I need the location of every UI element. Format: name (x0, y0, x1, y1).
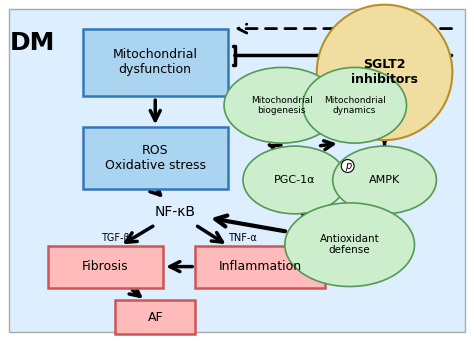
Ellipse shape (243, 146, 346, 214)
Text: TGF-β: TGF-β (101, 233, 130, 243)
FancyBboxPatch shape (48, 246, 163, 287)
Ellipse shape (285, 203, 414, 286)
Text: SGLT2
inhibitors: SGLT2 inhibitors (351, 58, 418, 86)
Text: TNF-α: TNF-α (228, 233, 256, 243)
Text: Mitochondrial
biogenesis: Mitochondrial biogenesis (251, 95, 313, 115)
Text: NF-κB: NF-κB (155, 205, 196, 219)
Text: AF: AF (147, 311, 163, 324)
Text: ROS
Oxidative stress: ROS Oxidative stress (105, 144, 206, 172)
Ellipse shape (224, 68, 340, 143)
Ellipse shape (303, 68, 407, 143)
Text: Mitochondrial
dysfunction: Mitochondrial dysfunction (113, 48, 198, 76)
Text: Inflammation: Inflammation (219, 260, 301, 273)
Text: p: p (345, 161, 351, 171)
Text: Mitochondrial
dynamics: Mitochondrial dynamics (324, 95, 385, 115)
FancyBboxPatch shape (195, 246, 325, 287)
Text: AMPK: AMPK (369, 175, 400, 185)
Text: Fibrosis: Fibrosis (82, 260, 129, 273)
FancyBboxPatch shape (83, 127, 228, 189)
Ellipse shape (333, 146, 437, 214)
Circle shape (317, 5, 452, 140)
FancyBboxPatch shape (115, 300, 195, 334)
FancyBboxPatch shape (9, 9, 465, 332)
Text: Antioxidant
defense: Antioxidant defense (320, 234, 380, 255)
Text: PGC-1α: PGC-1α (274, 175, 316, 185)
Text: DM: DM (10, 31, 55, 55)
FancyBboxPatch shape (83, 29, 228, 96)
